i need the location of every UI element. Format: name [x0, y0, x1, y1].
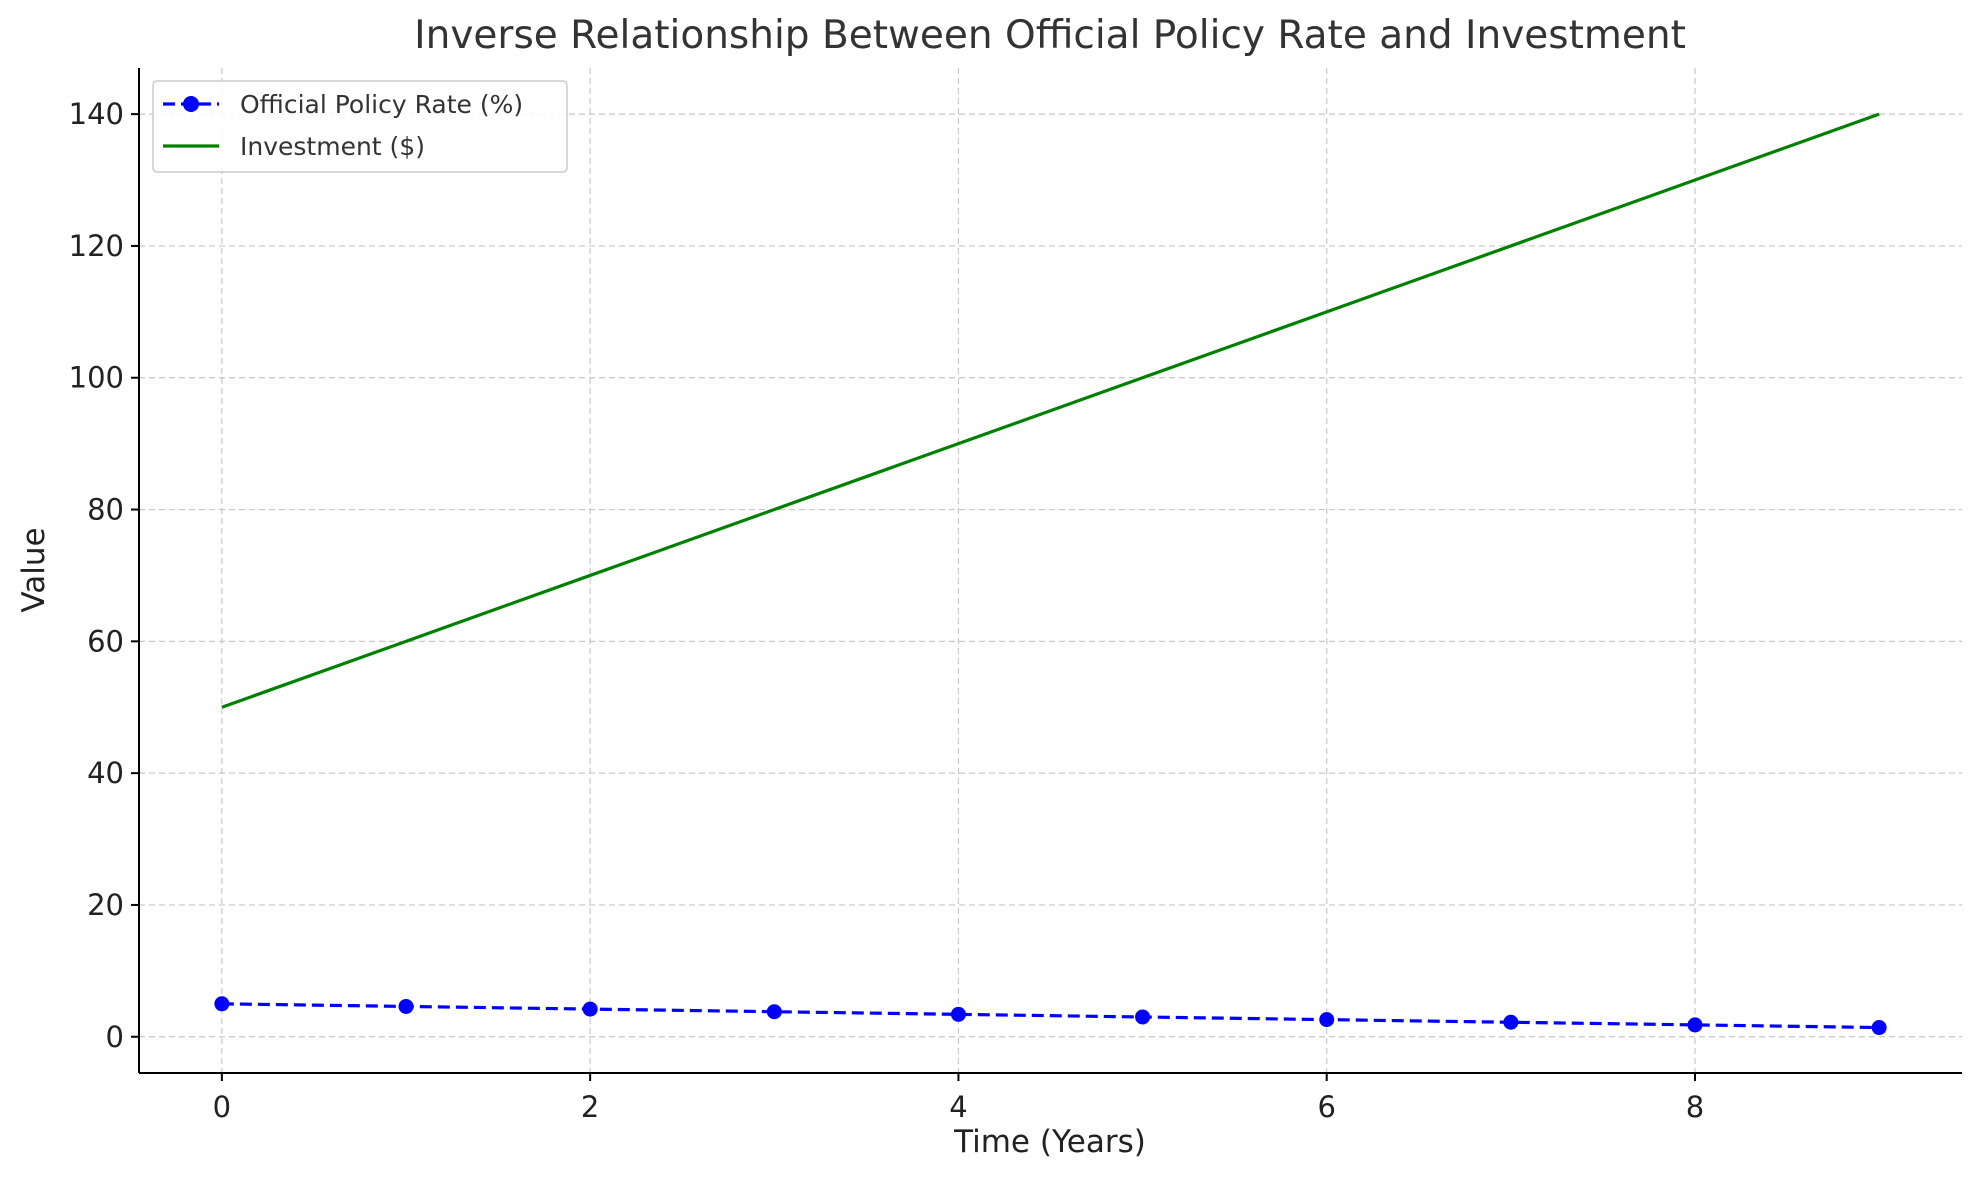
x-tick-label: 4: [949, 1090, 967, 1124]
x-tick-label: 6: [1317, 1090, 1335, 1124]
legend: Official Policy Rate (%) Investment ($): [152, 80, 568, 173]
data-point-policy-rate: [582, 1001, 598, 1017]
y-tick-label: 120: [69, 229, 124, 263]
y-tick-label: 100: [69, 361, 124, 395]
data-point-policy-rate: [950, 1006, 966, 1022]
x-tick-label: 8: [1686, 1090, 1704, 1124]
axes: [138, 68, 1962, 1074]
data-point-policy-rate: [1319, 1012, 1335, 1028]
y-tick-label: 60: [87, 624, 124, 658]
x-axis-label: Time (Years): [953, 1124, 1146, 1160]
y-tick-label: 140: [69, 97, 124, 131]
y-tick-label: 40: [87, 756, 124, 790]
data-point-policy-rate: [398, 998, 414, 1014]
x-tick-label: 2: [581, 1090, 599, 1124]
data-point-policy-rate: [766, 1004, 782, 1020]
data-point-policy-rate: [1687, 1017, 1703, 1033]
chart-title: Inverse Relationship Between Official Po…: [414, 13, 1686, 58]
y-axis-label: Value: [16, 527, 52, 612]
data-point-policy-rate: [214, 996, 230, 1012]
legend-label-policy-rate: Official Policy Rate (%): [240, 90, 523, 119]
y-tick-label: 80: [87, 493, 124, 527]
y-tick-label: 0: [106, 1020, 124, 1054]
data-point-policy-rate: [1135, 1009, 1151, 1025]
data-point-policy-rate: [1503, 1014, 1519, 1030]
grid-lines: [139, 68, 1962, 1073]
series-line-investment: [221, 112, 1880, 709]
legend-label-investment: Investment ($): [240, 132, 425, 161]
data-point-policy-rate: [1871, 1020, 1887, 1036]
y-tick-label: 20: [87, 888, 124, 922]
legend-box: [152, 80, 568, 173]
plot-area: [214, 112, 1887, 1036]
series-line-policy-rate: [221, 1002, 1880, 1030]
x-tick-label: 0: [213, 1090, 231, 1124]
legend-marker-policy-rate: [183, 96, 199, 112]
